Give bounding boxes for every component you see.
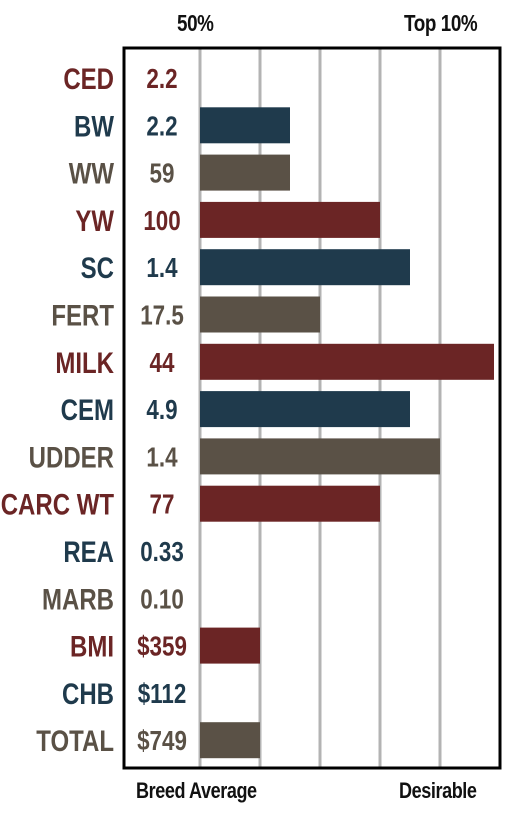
trait-value: 0.33 <box>140 537 184 568</box>
bar-total <box>200 722 260 759</box>
trait-label: MILK <box>55 345 114 379</box>
trait-label: CEM <box>61 392 114 426</box>
trait-label: YW <box>75 203 114 237</box>
trait-label: FERT <box>51 298 114 332</box>
trait-label: WW <box>69 156 115 190</box>
trait-value: $112 <box>138 679 187 710</box>
trait-value: 59 <box>150 158 175 189</box>
bar-carc-wt <box>200 485 380 522</box>
trait-value: 44 <box>150 348 175 379</box>
bar-milk <box>200 343 494 380</box>
bar-udder <box>200 438 440 475</box>
bar-cem <box>200 391 410 428</box>
bar-bw <box>200 107 290 144</box>
footer-breed-average: Breed Average <box>136 778 257 803</box>
chart-frame <box>122 46 502 770</box>
trait-value: 1.4 <box>146 253 177 284</box>
trait-label: REA <box>63 534 114 568</box>
trait-value: $749 <box>137 726 187 757</box>
trait-value: 2.2 <box>146 111 177 142</box>
footer-desirable: Desirable <box>399 778 477 803</box>
trait-label: SC <box>81 251 114 285</box>
bar-ww <box>200 154 290 191</box>
bar-yw <box>200 201 380 238</box>
trait-value: 77 <box>150 489 175 520</box>
trait-label: CARC WT <box>1 487 115 521</box>
trait-label: MARB <box>42 582 114 616</box>
bar-fert <box>200 296 320 333</box>
trait-label: UDDER <box>29 440 115 474</box>
trait-value: 0.10 <box>140 584 184 615</box>
trait-value: 1.4 <box>146 442 177 473</box>
trait-label: BMI <box>70 629 114 663</box>
trait-label: TOTAL <box>36 724 114 758</box>
trait-label: CHB <box>62 676 114 710</box>
trait-value: 100 <box>143 206 180 237</box>
trait-value: 17.5 <box>140 300 184 331</box>
bar-sc <box>200 249 410 286</box>
trait-value: $359 <box>137 631 187 662</box>
header-50-percent: 50% <box>177 10 214 36</box>
bar-bmi <box>200 627 260 664</box>
trait-value: 2.2 <box>146 64 177 95</box>
trait-label: CED <box>63 61 114 95</box>
trait-value: 4.9 <box>146 395 177 426</box>
trait-label: BW <box>74 109 114 143</box>
header-top-10-percent: Top 10% <box>404 10 478 36</box>
